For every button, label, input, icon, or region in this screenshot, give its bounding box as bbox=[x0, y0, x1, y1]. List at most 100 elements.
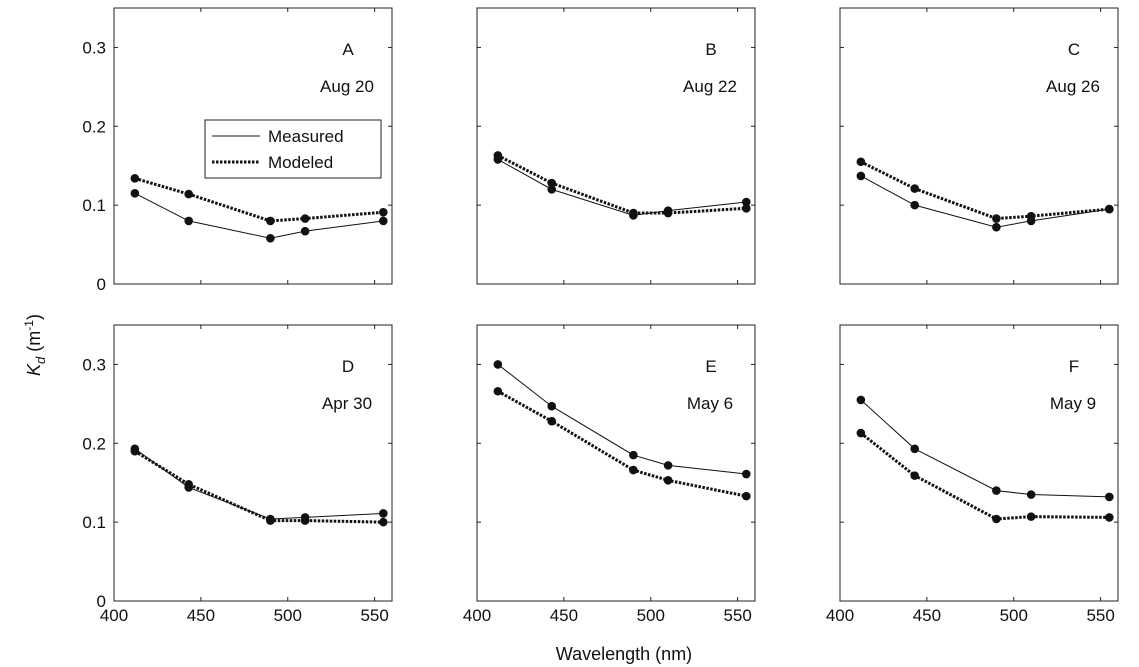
data-point-modeled bbox=[493, 386, 503, 396]
panel-c: C Aug 26 bbox=[839, 7, 1119, 285]
data-point-measured bbox=[1105, 492, 1114, 502]
x-tick-label: 450 bbox=[550, 606, 578, 625]
x-tick-label: 450 bbox=[913, 606, 941, 625]
panel-letter: A bbox=[342, 40, 354, 59]
data-point-measured bbox=[856, 171, 866, 181]
data-point-modeled bbox=[547, 178, 557, 188]
series-line-modeled bbox=[497, 154, 747, 215]
data-point-measured bbox=[856, 395, 866, 405]
data-point-measured bbox=[184, 216, 194, 226]
y-tick-label: 0 bbox=[97, 592, 106, 611]
panel-b: B Aug 22 bbox=[476, 7, 756, 285]
panel-date: Apr 30 bbox=[322, 394, 372, 413]
data-point-modeled bbox=[130, 174, 140, 183]
y-axis-title-main: K bbox=[24, 363, 44, 376]
panel-frame bbox=[839, 7, 1119, 285]
panel-frame bbox=[476, 324, 756, 602]
data-point-measured bbox=[742, 197, 751, 207]
x-tick-label: 550 bbox=[723, 606, 751, 625]
panel-date: Aug 20 bbox=[320, 77, 374, 96]
x-tick-label: 550 bbox=[1086, 606, 1114, 625]
y-axis-title-units: (m bbox=[24, 331, 44, 357]
data-point-measured bbox=[493, 360, 503, 369]
legend-box bbox=[204, 119, 382, 179]
panel-letter: D bbox=[342, 357, 354, 376]
panel-letter: E bbox=[705, 357, 716, 376]
y-tick-label: 0 bbox=[97, 275, 106, 294]
panel-a: 0 0.1 0.2 0.3 A Aug 20 Measured Modeled bbox=[82, 7, 393, 294]
y-axis-title-exp: -1 bbox=[22, 320, 36, 331]
data-point-measured bbox=[300, 226, 310, 236]
y-axis-title-close: ) bbox=[24, 314, 44, 320]
y-tick-label: 0.3 bbox=[82, 38, 106, 57]
data-point-modeled bbox=[992, 514, 1001, 524]
data-point-measured bbox=[266, 233, 275, 243]
x-axis-title: Wavelength (nm) bbox=[556, 644, 692, 664]
panel-frame bbox=[476, 7, 756, 285]
data-point-modeled bbox=[629, 208, 638, 218]
data-point-modeled bbox=[663, 208, 673, 218]
y-tick-label: 0.3 bbox=[82, 355, 106, 374]
panel-letter: B bbox=[705, 40, 716, 59]
y-axis-title: Kd (m-1) bbox=[22, 314, 48, 376]
data-point-measured bbox=[742, 469, 751, 479]
x-tick-label: 500 bbox=[1000, 606, 1028, 625]
data-point-modeled bbox=[910, 471, 920, 480]
data-point-modeled bbox=[130, 446, 140, 456]
data-point-modeled bbox=[742, 491, 751, 501]
data-point-modeled bbox=[856, 428, 866, 438]
data-point-modeled bbox=[1026, 211, 1036, 221]
data-point-measured bbox=[379, 216, 388, 226]
data-point-measured bbox=[547, 185, 557, 194]
data-point-modeled bbox=[1105, 513, 1114, 522]
data-point-measured bbox=[130, 189, 140, 198]
x-tick-label: 400 bbox=[463, 606, 491, 625]
panel-e: 400 450 500 550 E May 6 bbox=[463, 324, 756, 625]
data-point-measured bbox=[910, 444, 920, 454]
data-point-modeled bbox=[742, 203, 751, 213]
data-point-modeled bbox=[266, 516, 275, 525]
data-point-measured bbox=[910, 200, 920, 210]
panel-date: Aug 22 bbox=[683, 77, 737, 96]
x-tick-label: 450 bbox=[187, 606, 215, 625]
panel-d: 400 450 500 550 0 0.1 0.2 0.3 D Apr 30 bbox=[82, 324, 393, 625]
y-tick-label: 0.2 bbox=[82, 434, 106, 453]
data-point-modeled bbox=[629, 465, 638, 475]
data-point-measured bbox=[629, 450, 638, 460]
data-point-modeled bbox=[1105, 204, 1114, 214]
legend-label-measured: Measured bbox=[268, 127, 344, 146]
data-point-modeled bbox=[184, 189, 194, 199]
data-point-measured bbox=[992, 486, 1001, 495]
panel-frame bbox=[839, 324, 1119, 602]
panel-date: May 9 bbox=[1050, 394, 1096, 413]
data-point-modeled bbox=[300, 214, 310, 223]
panel-date: Aug 26 bbox=[1046, 77, 1100, 96]
x-tick-label: 500 bbox=[637, 606, 665, 625]
data-point-modeled bbox=[184, 479, 194, 489]
panel-frame bbox=[113, 324, 393, 602]
data-point-modeled bbox=[856, 157, 866, 167]
panel-date: May 6 bbox=[687, 394, 733, 413]
y-tick-label: 0.1 bbox=[82, 196, 106, 215]
y-tick-label: 0.1 bbox=[82, 513, 106, 532]
panel-letter: F bbox=[1069, 357, 1079, 376]
data-point-modeled bbox=[663, 476, 673, 485]
y-axis-title-sub: d bbox=[33, 356, 48, 364]
panel-f: 400 450 500 550 F May 9 bbox=[826, 324, 1119, 625]
data-point-modeled bbox=[300, 516, 310, 525]
data-point-measured bbox=[992, 222, 1001, 232]
legend: Measured Modeled bbox=[204, 119, 382, 179]
data-point-measured bbox=[547, 401, 557, 411]
data-point-modeled bbox=[379, 517, 388, 527]
x-tick-label: 400 bbox=[100, 606, 128, 625]
data-point-modeled bbox=[266, 216, 275, 226]
y-tick-label: 0.2 bbox=[82, 117, 106, 136]
data-point-modeled bbox=[547, 416, 557, 426]
data-point-modeled bbox=[493, 151, 503, 160]
x-tick-label: 500 bbox=[274, 606, 302, 625]
series-line-modeled bbox=[860, 160, 1110, 221]
data-point-modeled bbox=[910, 184, 920, 193]
data-point-modeled bbox=[379, 207, 388, 217]
data-point-measured bbox=[663, 461, 673, 470]
